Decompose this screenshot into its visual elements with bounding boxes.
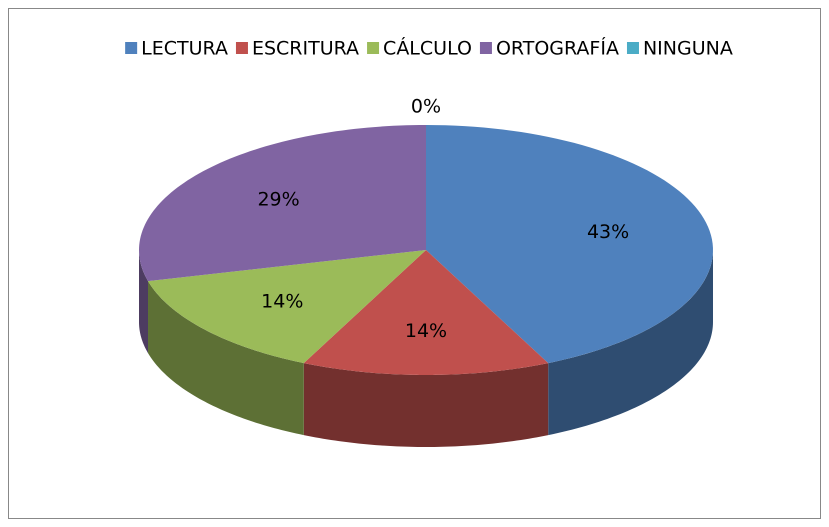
slice (139, 125, 426, 282)
data-label: 43% (587, 221, 629, 243)
data-label: 14% (405, 320, 447, 342)
slice-side (303, 363, 549, 447)
slice (426, 125, 713, 364)
slice-side (548, 250, 713, 436)
data-label: 0% (411, 96, 441, 118)
slice (148, 250, 426, 364)
legend-label: ORTOGRAFÍA (496, 37, 619, 60)
legend-label: LECTURA (141, 38, 228, 60)
data-label: 29% (257, 189, 299, 211)
slice-side (139, 250, 149, 354)
slice-side (148, 281, 304, 436)
legend-swatch (367, 42, 380, 54)
slice (303, 250, 549, 375)
legend-swatch (626, 42, 639, 54)
legend-label: ESCRITURA (252, 38, 359, 60)
legend-label: CÁLCULO (383, 37, 472, 60)
legend-swatch (235, 42, 248, 54)
legend-swatch (479, 42, 492, 54)
data-label: 14% (261, 290, 303, 312)
legend-swatch (125, 42, 138, 54)
legend-label: NINGUNA (643, 38, 733, 60)
